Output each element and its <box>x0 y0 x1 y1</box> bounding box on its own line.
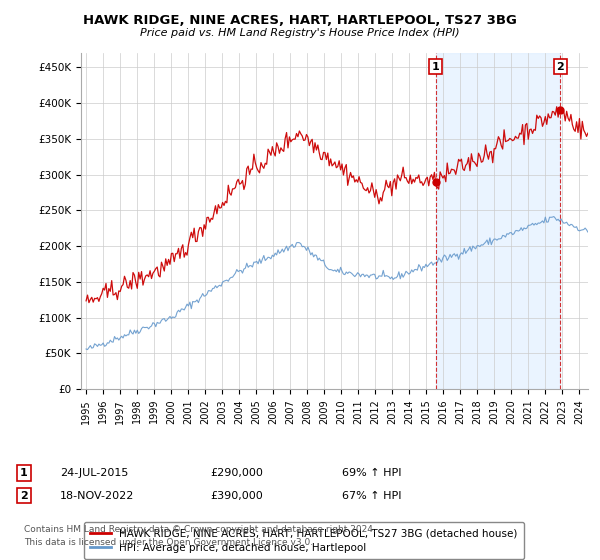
Text: £390,000: £390,000 <box>210 491 263 501</box>
Text: HAWK RIDGE, NINE ACRES, HART, HARTLEPOOL, TS27 3BG: HAWK RIDGE, NINE ACRES, HART, HARTLEPOOL… <box>83 14 517 27</box>
Text: 2: 2 <box>20 491 28 501</box>
Text: 18-NOV-2022: 18-NOV-2022 <box>60 491 134 501</box>
Bar <box>436 53 560 389</box>
Text: 1: 1 <box>20 468 28 478</box>
Legend: HAWK RIDGE, NINE ACRES, HART, HARTLEPOOL, TS27 3BG (detached house), HPI: Averag: HAWK RIDGE, NINE ACRES, HART, HARTLEPOOL… <box>83 522 524 559</box>
Text: Contains HM Land Registry data © Crown copyright and database right 2024.: Contains HM Land Registry data © Crown c… <box>24 525 376 534</box>
Text: £290,000: £290,000 <box>210 468 263 478</box>
Text: 24-JUL-2015: 24-JUL-2015 <box>60 468 128 478</box>
Text: This data is licensed under the Open Government Licence v3.0.: This data is licensed under the Open Gov… <box>24 538 313 547</box>
Text: 2: 2 <box>557 62 565 72</box>
Text: Price paid vs. HM Land Registry's House Price Index (HPI): Price paid vs. HM Land Registry's House … <box>140 28 460 38</box>
Text: 67% ↑ HPI: 67% ↑ HPI <box>342 491 401 501</box>
Text: 69% ↑ HPI: 69% ↑ HPI <box>342 468 401 478</box>
Text: 1: 1 <box>432 62 440 72</box>
